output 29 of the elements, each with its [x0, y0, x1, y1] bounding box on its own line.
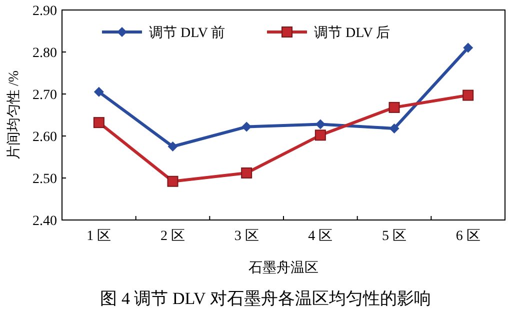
legend-label: 调节 DLV 后 — [314, 25, 390, 41]
legend-label: 调节 DLV 前 — [149, 25, 226, 41]
point — [463, 42, 474, 53]
x-tick-label: 5 区 — [382, 229, 406, 244]
point — [314, 130, 326, 141]
x-tick-label: 2 区 — [160, 229, 185, 244]
x-axis-title: 石墨舟温区 — [248, 260, 318, 276]
y-axis-title: 片间均匀性 /% — [6, 70, 22, 160]
point — [93, 117, 104, 128]
point — [389, 123, 400, 134]
y-tick-label: 2.80 — [32, 46, 57, 61]
y-tick-label: 2.70 — [32, 88, 57, 103]
y-tick-label: 2.90 — [32, 4, 57, 19]
x-tick-label: 1 区 — [86, 229, 112, 244]
x-tick-label: 3 区 — [234, 229, 259, 244]
point — [462, 90, 474, 101]
x-tick-label: 4 区 — [308, 229, 333, 244]
y-tick-label: 2.50 — [32, 172, 57, 187]
point — [168, 142, 178, 152]
y-tick-label: 2.40 — [32, 214, 57, 229]
point — [241, 167, 252, 178]
x-tick-label: 6 区 — [456, 229, 480, 244]
point — [388, 102, 400, 113]
point — [315, 119, 326, 130]
point — [94, 86, 104, 97]
y-tick-label: 2.60 — [32, 130, 57, 145]
point — [167, 176, 178, 187]
point — [242, 122, 252, 132]
text: 图 4 调节 DLV 对石墨舟各温区均匀性的影响 — [100, 289, 431, 308]
